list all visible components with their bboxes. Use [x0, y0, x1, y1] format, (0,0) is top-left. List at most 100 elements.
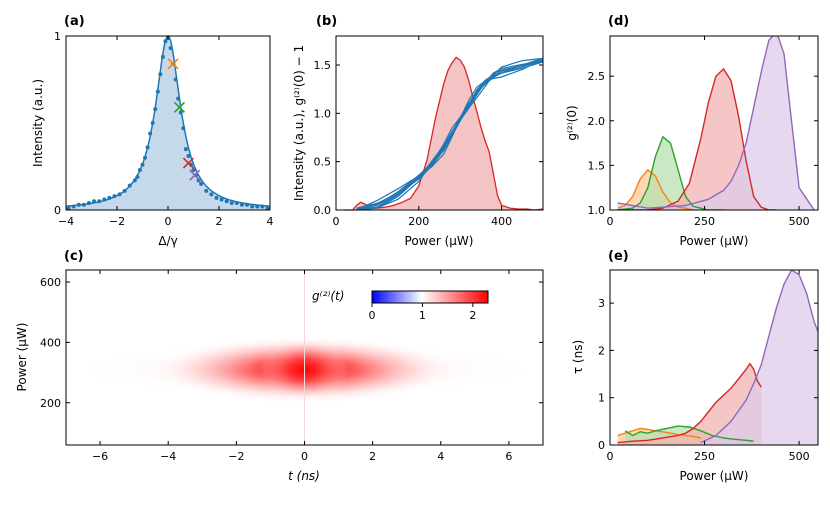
panel-c-ticks: −6 −4 −2 0 2 4 6 200 400 600	[40, 270, 543, 463]
data-point	[135, 174, 140, 179]
cross-stroke	[173, 101, 186, 113]
panel-e-plot	[617, 270, 818, 445]
c-xtick-label: −2	[228, 450, 244, 463]
data-point	[250, 204, 255, 209]
panel-c-plot	[64, 272, 545, 443]
data-point	[155, 89, 160, 94]
data-point	[229, 201, 234, 206]
colorbar-ticks: 0 1 2	[369, 303, 476, 322]
data-point	[117, 192, 122, 197]
data-point	[86, 201, 91, 206]
panel-b-ylabel: Intensity (a.u.), g⁽²⁾(0) − 1	[292, 45, 306, 201]
series-line-red	[617, 67, 777, 210]
data-point	[140, 162, 145, 167]
data-point	[183, 147, 188, 152]
data-point	[102, 197, 107, 202]
data-point	[265, 206, 270, 211]
data-point	[97, 199, 102, 204]
panel-d-ticks: 0 250 500 1.0 1.5 2.0 2.5	[588, 36, 818, 228]
cross-marker-purple	[189, 169, 201, 181]
data-point	[224, 199, 229, 204]
d-ytick-label: 2.5	[588, 70, 606, 83]
panel-d-xlabel: Power (μW)	[680, 234, 749, 248]
data-point	[127, 183, 132, 188]
panel-d-frame	[609, 35, 819, 211]
d-ytick-label: 2.0	[588, 115, 606, 128]
panel-a: (a) −4 −2 0 2 4 0 1 Δ/γ Intensity (a.u.)	[31, 14, 274, 248]
panel-c: (c) −6 −4 −2 0 2 4 6 200 400 600 t (ns) Power (μW…	[15, 249, 545, 483]
data-point	[199, 181, 204, 186]
colorbar-tick-label: 1	[419, 309, 426, 322]
d-xtick-label: 250	[694, 215, 715, 228]
panel-b: (b) 0 200 400 0.0 0.5 1.0 1.5 Power (μW) Inten…	[292, 14, 544, 248]
b-ytick-label: 0.5	[314, 156, 332, 169]
panel-e-label: (e)	[608, 249, 629, 264]
series-line-orange	[617, 427, 701, 439]
series-line-green	[624, 425, 754, 442]
data-point	[176, 96, 181, 101]
data-point	[191, 167, 196, 172]
panel-e-ticks: 0 250 500 0 1 2 3	[598, 270, 818, 463]
data-point	[186, 154, 191, 159]
series-line-red	[617, 362, 762, 444]
fit-area	[66, 36, 270, 210]
data-point	[234, 201, 239, 206]
panel-b-frame	[335, 35, 544, 211]
data-point	[112, 194, 117, 199]
panel-a-ticks: −4 −2 0 2 4 0 1	[54, 30, 274, 228]
intensity-line	[356, 58, 544, 210]
data-point	[181, 126, 186, 131]
a-ytick-label: 1	[54, 30, 61, 43]
b-ytick-label: 0.0	[314, 204, 332, 217]
cross-stroke	[189, 169, 201, 181]
panel-b-xlabel: Power (μW)	[405, 234, 474, 248]
colorbar-tick-label: 2	[469, 309, 476, 322]
e-xtick-label: 500	[789, 450, 810, 463]
panel-e-xlabel: Power (μW)	[680, 469, 749, 483]
d-xtick-label: 500	[789, 215, 810, 228]
cross-marker-orange	[167, 58, 179, 70]
e-ytick-label: 3	[598, 297, 605, 310]
panel-e-ylabel: τ (ns)	[571, 340, 585, 374]
d-ytick-label: 1.0	[588, 204, 606, 217]
data-point	[178, 110, 183, 115]
data-point	[81, 202, 86, 207]
b-xtick-label: 0	[333, 215, 340, 228]
series-area-purple	[700, 270, 818, 445]
a-xtick-label: −4	[58, 215, 74, 228]
panel-a-plot	[65, 34, 271, 211]
panel-d-series	[617, 36, 815, 210]
c-xtick-label: −6	[92, 450, 108, 463]
data-point	[239, 202, 244, 207]
data-point	[214, 195, 219, 200]
d-xtick-label: 0	[607, 215, 614, 228]
panel-b-label: (b)	[316, 14, 337, 29]
a-xtick-label: −2	[109, 215, 125, 228]
colorbar-label: g⁽²⁾(t)	[312, 289, 344, 303]
data-point	[137, 167, 142, 172]
data-point	[76, 202, 81, 207]
data-point	[66, 206, 71, 211]
e-ytick-label: 0	[598, 439, 605, 452]
cross-stroke	[167, 58, 179, 70]
cross-marker-red	[182, 157, 194, 169]
c-xtick-label: 4	[437, 450, 444, 463]
panel-e: (e) 0 250 500 0 1 2 3 Power (μW) τ (ns)	[571, 249, 819, 483]
panel-e-frame	[609, 269, 819, 446]
panel-d-plot	[617, 36, 815, 210]
data-point	[204, 188, 209, 193]
cross-marker-green	[173, 101, 186, 113]
colorbar	[371, 290, 489, 304]
c-ytick-label: 400	[40, 336, 61, 349]
panel-d: (d) 0 250 500 1.0 1.5 2.0 2.5 Power (μW) g⁽²⁾(…	[565, 14, 819, 248]
data-point	[153, 107, 158, 112]
panel-a-ylabel: Intensity (a.u.)	[31, 79, 45, 167]
c-ytick-label: 600	[40, 276, 61, 289]
series-line-purple	[617, 36, 815, 210]
e-ytick-label: 1	[598, 392, 605, 405]
panel-c-ylabel: Power (μW)	[15, 323, 29, 392]
series-area-green	[617, 136, 724, 210]
cross-stroke	[182, 157, 194, 169]
b-ytick-label: 1.5	[314, 59, 332, 72]
